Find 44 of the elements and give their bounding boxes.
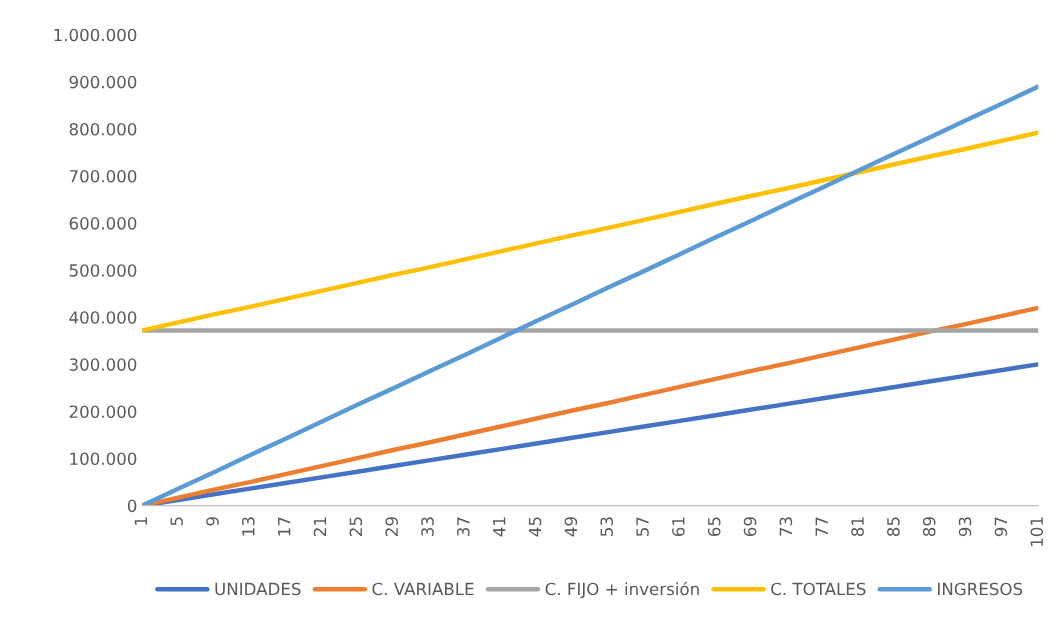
legend-label: INGRESOS <box>938 582 1023 596</box>
x-tick-label: 49 <box>564 517 578 537</box>
y-tick-label: 1.000.000 <box>54 28 137 42</box>
y-tick-label: 300.000 <box>69 358 137 371</box>
legend-label: C. TOTALES <box>771 582 866 596</box>
x-tick-label: 5 <box>170 517 183 526</box>
y-tick-label: 700.000 <box>69 169 137 183</box>
x-tick-label: 13 <box>242 517 255 536</box>
x-tick-label: 61 <box>672 517 685 537</box>
y-tick-label: 600.000 <box>69 217 137 230</box>
x-tick-label: 1 <box>134 517 147 525</box>
y-tick-label: 100.000 <box>70 452 137 466</box>
y-tick-label: 500.000 <box>69 264 137 277</box>
y-tick-label: 0 <box>127 499 137 513</box>
x-tick-label: 65 <box>707 517 721 537</box>
x-tick-label: 73 <box>779 517 793 536</box>
x-tick-label: 17 <box>278 517 291 536</box>
x-tick-label: 57 <box>636 517 649 536</box>
x-tick-label: 97 <box>994 517 1008 537</box>
y-tick-label: 800.000 <box>69 122 137 136</box>
line-series <box>142 130 1039 333</box>
x-tick-label: 33 <box>421 517 434 536</box>
x-tick-label: 29 <box>385 517 398 536</box>
x-tick-label: 41 <box>493 517 506 537</box>
x-tick-label: 77 <box>815 517 828 536</box>
x-tick-label: 21 <box>313 517 327 536</box>
x-tick-label: 101 <box>1030 517 1044 546</box>
x-tick-label: 25 <box>349 517 363 536</box>
y-tick-label: 900.000 <box>69 75 137 89</box>
legend-label: C. FIJO + inversión <box>545 581 699 599</box>
x-tick-label: 93 <box>958 517 972 537</box>
x-tick-label: 69 <box>743 517 757 537</box>
legend-label: C. VARIABLE <box>372 582 474 596</box>
x-tick-label: 85 <box>887 517 900 537</box>
x-tick-label: 81 <box>851 517 864 537</box>
x-tick-label: 53 <box>600 517 613 536</box>
x-tick-label: 37 <box>457 517 470 536</box>
y-tick-label: 200.000 <box>69 405 137 418</box>
legend-label: UNIDADES <box>215 582 301 596</box>
x-tick-label: 45 <box>528 517 542 537</box>
line-series <box>142 84 1039 506</box>
x-tick-label: 9 <box>206 517 219 526</box>
x-tick-label: 89 <box>922 517 936 537</box>
y-tick-label: 400.000 <box>69 311 137 324</box>
